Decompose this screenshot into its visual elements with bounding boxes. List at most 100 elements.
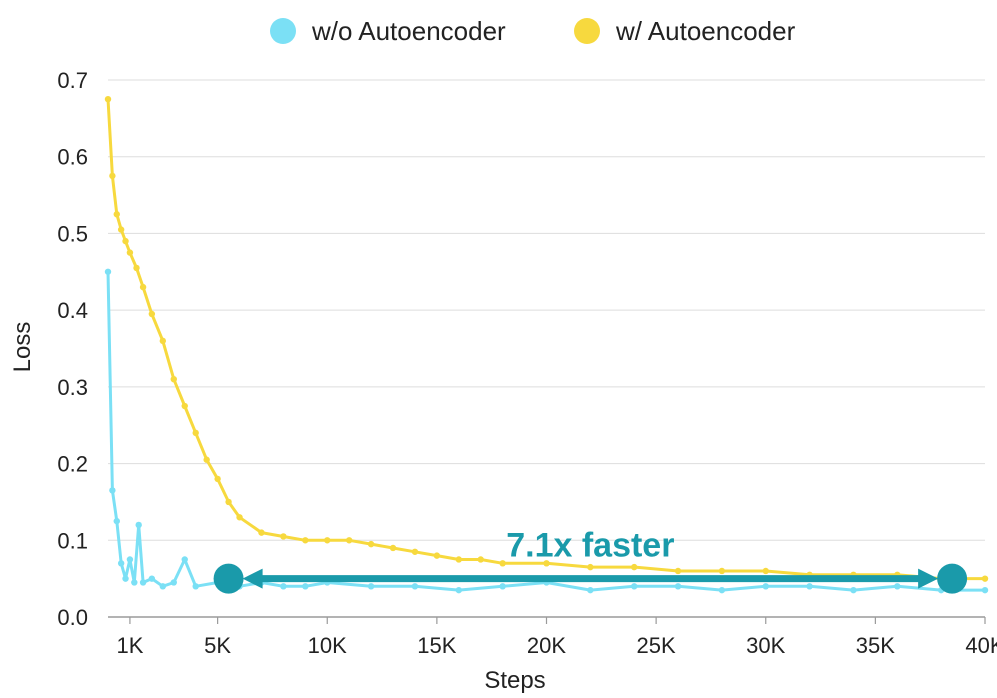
legend-swatch [574,18,600,44]
arrow-head-left [242,568,263,589]
x-axis: 1K 5K 10K 15K 20K 25K 30K 35K 40K [116,617,997,658]
data-point [192,429,199,437]
y-tick-label: 0.2 [57,452,88,477]
data-point [499,560,506,567]
annotation-start-marker [213,563,244,594]
data-point [170,579,177,586]
data-point [718,586,726,594]
data-point [455,586,462,594]
x-tick-label: 10K [308,633,347,658]
data-point [109,172,116,180]
x-tick-label: 25K [637,633,676,658]
data-point [148,310,156,318]
data-point [104,268,112,275]
data-point [139,283,147,291]
annotation-label: 7.1x faster [506,527,674,565]
gridlines [108,79,985,618]
data-point [367,540,375,548]
data-point [477,556,484,563]
legend-label: w/ Autoencoder [615,16,796,46]
legend-label: w/o Autoencoder [311,16,506,46]
data-point [170,375,177,383]
series-1 [104,268,989,594]
y-tick-label: 0.5 [57,221,88,246]
data-point [113,517,120,525]
speedup-annotation: 7.1x faster [213,527,968,594]
data-point [159,337,167,345]
x-tick-label: 20K [527,633,566,658]
data-point [104,95,112,103]
data-point [192,583,199,590]
y-tick-label: 0.1 [57,528,88,553]
y-tick-label: 0.4 [57,298,88,323]
data-point [762,567,769,575]
data-point [181,402,188,410]
legend: w/o Autoencoder w/ Autoencoder [270,16,796,46]
data-point [131,579,138,586]
annotation-end-marker [937,563,968,594]
data-point [117,560,125,567]
data-point [806,583,813,590]
x-tick-label: 40K [965,633,997,658]
series-2 [104,95,989,582]
y-tick-label: 0.6 [57,145,88,170]
data-point [455,556,462,563]
series-group [104,95,989,594]
data-point [133,264,140,272]
data-point [302,537,309,544]
x-tick-label: 15K [417,633,456,658]
data-point [850,586,857,594]
data-point [280,533,287,540]
data-point [389,544,397,552]
x-tick-label: 30K [746,633,785,658]
data-point [411,583,419,590]
data-point [499,583,506,590]
y-axis: 0.0 0.1 0.2 0.3 0.4 0.5 0.6 0.7 [57,68,88,630]
data-point [258,529,265,536]
data-point [433,552,441,559]
data-point [631,563,638,571]
data-point [126,249,134,256]
data-point [236,514,243,521]
data-point [324,537,331,544]
data-point [367,583,375,590]
x-tick-label: 1K [116,633,143,658]
data-point [203,456,210,463]
data-point [113,211,120,218]
y-axis-title: Loss [9,322,36,373]
data-point [587,563,594,571]
x-axis-title: Steps [484,667,545,694]
data-point [148,575,156,582]
y-tick-label: 0.0 [57,605,88,630]
data-point [718,567,726,575]
data-point [117,226,125,233]
y-tick-label: 0.3 [57,375,88,400]
x-tick-label: 5K [204,633,231,658]
data-point [159,583,167,590]
data-point [981,575,989,582]
data-point [122,575,129,582]
data-point [225,498,232,506]
data-point [543,560,550,567]
data-point [302,583,309,590]
y-tick-label: 0.7 [57,68,88,93]
data-point [122,237,129,245]
data-point [139,579,147,586]
data-point [126,556,134,563]
data-point [109,487,116,494]
data-point [181,556,188,563]
data-point [631,583,638,590]
data-point [981,586,989,594]
data-point [674,583,682,590]
x-tick-label: 35K [856,633,895,658]
data-point [135,521,142,529]
data-point [894,583,901,590]
data-point [280,583,287,590]
data-point [411,548,419,555]
arrow-head-right [918,568,939,589]
data-point [214,475,221,483]
data-point [345,537,353,544]
series-line [106,99,985,581]
data-point [674,567,682,575]
